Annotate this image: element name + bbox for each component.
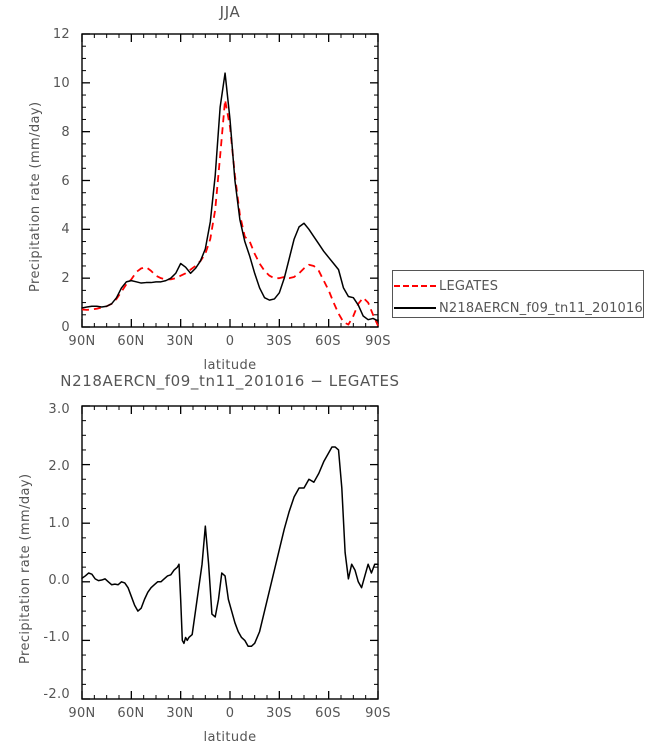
series-line bbox=[82, 100, 378, 326]
legend-label-model: N218AERCN_f09_tn11_201016 bbox=[439, 301, 643, 316]
figure-page: JJA Precipitation rate (mm/day) latitude… bbox=[0, 0, 647, 754]
legend-label-legates: LEGATES bbox=[439, 279, 498, 294]
top-plot-xlabel: latitude bbox=[82, 358, 378, 373]
top-plot-canvas bbox=[0, 0, 380, 340]
legend-line-dashed-icon bbox=[394, 285, 436, 287]
bottom-plot-xlabel: latitude bbox=[82, 730, 378, 745]
panel-top: JJA Precipitation rate (mm/day) latitude… bbox=[0, 0, 647, 380]
series-line bbox=[82, 447, 378, 646]
legend-line-solid-icon bbox=[394, 307, 436, 309]
legend-entry-legates[interactable]: LEGATES bbox=[394, 277, 498, 295]
series-line bbox=[82, 73, 378, 321]
panel-bottom: N218AERCN_f09_tn11_201016 − LEGATES Prec… bbox=[0, 372, 647, 754]
legend-entry-model[interactable]: N218AERCN_f09_tn11_201016 bbox=[394, 299, 643, 317]
bottom-plot-canvas bbox=[0, 372, 380, 712]
